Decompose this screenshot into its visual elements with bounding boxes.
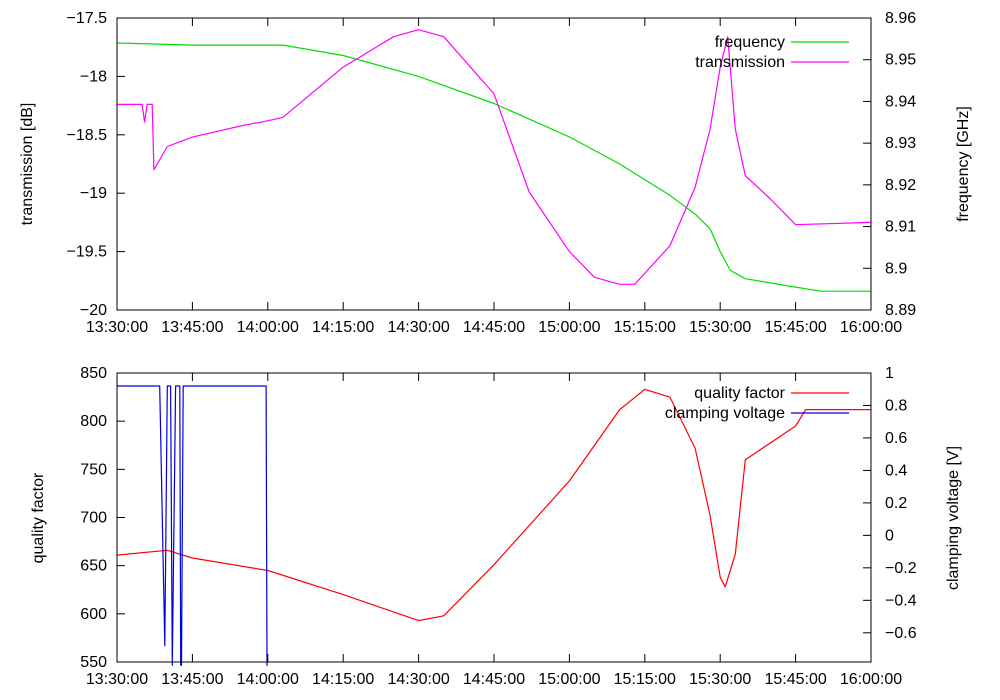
y-tick-label: 600 [80,606,107,623]
y-tick-label: 850 [80,365,107,382]
y2-tick-label: 0 [885,527,894,544]
legend-label: frequency [715,34,785,51]
x-tick-label: 15:00:00 [538,671,600,688]
y2-tick-label: −0.6 [885,625,917,642]
top-chart: 13:30:00 13:45:00 14:00:00 14:15:00 14:30:00… [19,10,972,336]
x-tick-label: 14:30:00 [387,319,449,336]
x-tick-label: 15:15:00 [614,319,676,336]
bottom-chart: 13:30:00 13:45:00 14:00:00 14:15:00 14:30:00… [30,365,962,688]
y2-tick-label: 8.9 [885,260,907,277]
y-tick-label: 750 [80,461,107,478]
y2-tick-label: 0.8 [885,397,907,414]
x-tick-label: 14:00:00 [237,671,299,688]
x-tick-label: 15:00:00 [538,319,600,336]
x-tick-label: 16:00:00 [840,319,902,336]
y2-tick-label: 1 [885,365,894,382]
legend-label: quality factor [694,385,785,402]
bottom-right-axis-label: clamping voltage [V] [945,446,962,590]
x-tick-label: 16:00:00 [840,671,902,688]
series-line [117,385,268,666]
x-tick-label: 15:15:00 [614,671,676,688]
legend-label: clamping voltage [665,405,785,422]
x-tick-label: 14:00:00 [237,319,299,336]
bottom-left-axis-label: quality factor [30,472,47,563]
x-tick-label: 14:30:00 [387,671,449,688]
x-tick-label: 14:45:00 [463,671,525,688]
y-tick-label: 550 [80,654,107,671]
y2-tick-label: 0.6 [885,430,907,447]
x-tick-label: 13:30:00 [86,671,148,688]
y-tick-label: 800 [80,413,107,430]
series-line [117,29,872,285]
top-left-axis-label: transmission [dB] [19,103,36,226]
y-tick-label: −20 [80,302,107,319]
x-tick-label: 14:15:00 [312,671,374,688]
y2-tick-label: 8.95 [885,52,916,69]
x-tick-label: 15:45:00 [764,319,826,336]
top-right-axis-label: frequency [GHz] [955,106,972,222]
y2-tick-label: 8.89 [885,302,916,319]
legend-label: transmission [695,54,785,71]
y-tick-label: −19.5 [67,244,108,261]
y2-tick-label: 8.92 [885,177,916,194]
x-tick-label: 13:45:00 [161,671,223,688]
top-legend: frequency transmission [695,34,849,71]
x-tick-label: 13:45:00 [161,319,223,336]
x-tick-label: 15:30:00 [689,319,751,336]
x-tick-label: 14:45:00 [463,319,525,336]
y-tick-label: −19 [80,185,107,202]
y2-tick-label: 0.4 [885,462,907,479]
y2-tick-label: 8.91 [885,219,916,236]
series-line [116,42,871,292]
y-tick-label: 700 [80,510,107,527]
y2-tick-label: 8.94 [885,93,916,110]
y2-tick-label: −0.4 [885,592,917,609]
series-line [116,388,871,622]
y-tick-label: −18.5 [67,127,108,144]
x-tick-label: 13:30:00 [86,319,148,336]
y-tick-label: 650 [80,558,107,575]
y2-tick-label: 8.93 [885,135,916,152]
bottom-legend: quality factor clamping voltage [665,385,849,422]
x-tick-label: 14:15:00 [312,319,374,336]
y2-tick-label: 0.2 [885,495,907,512]
y-tick-label: −17.5 [67,10,108,27]
x-tick-label: 15:30:00 [689,671,751,688]
y2-tick-label: 8.96 [885,10,916,27]
x-tick-label: 15:45:00 [764,671,826,688]
y-tick-label: −18 [80,68,107,85]
y2-tick-label: −0.2 [885,560,917,577]
